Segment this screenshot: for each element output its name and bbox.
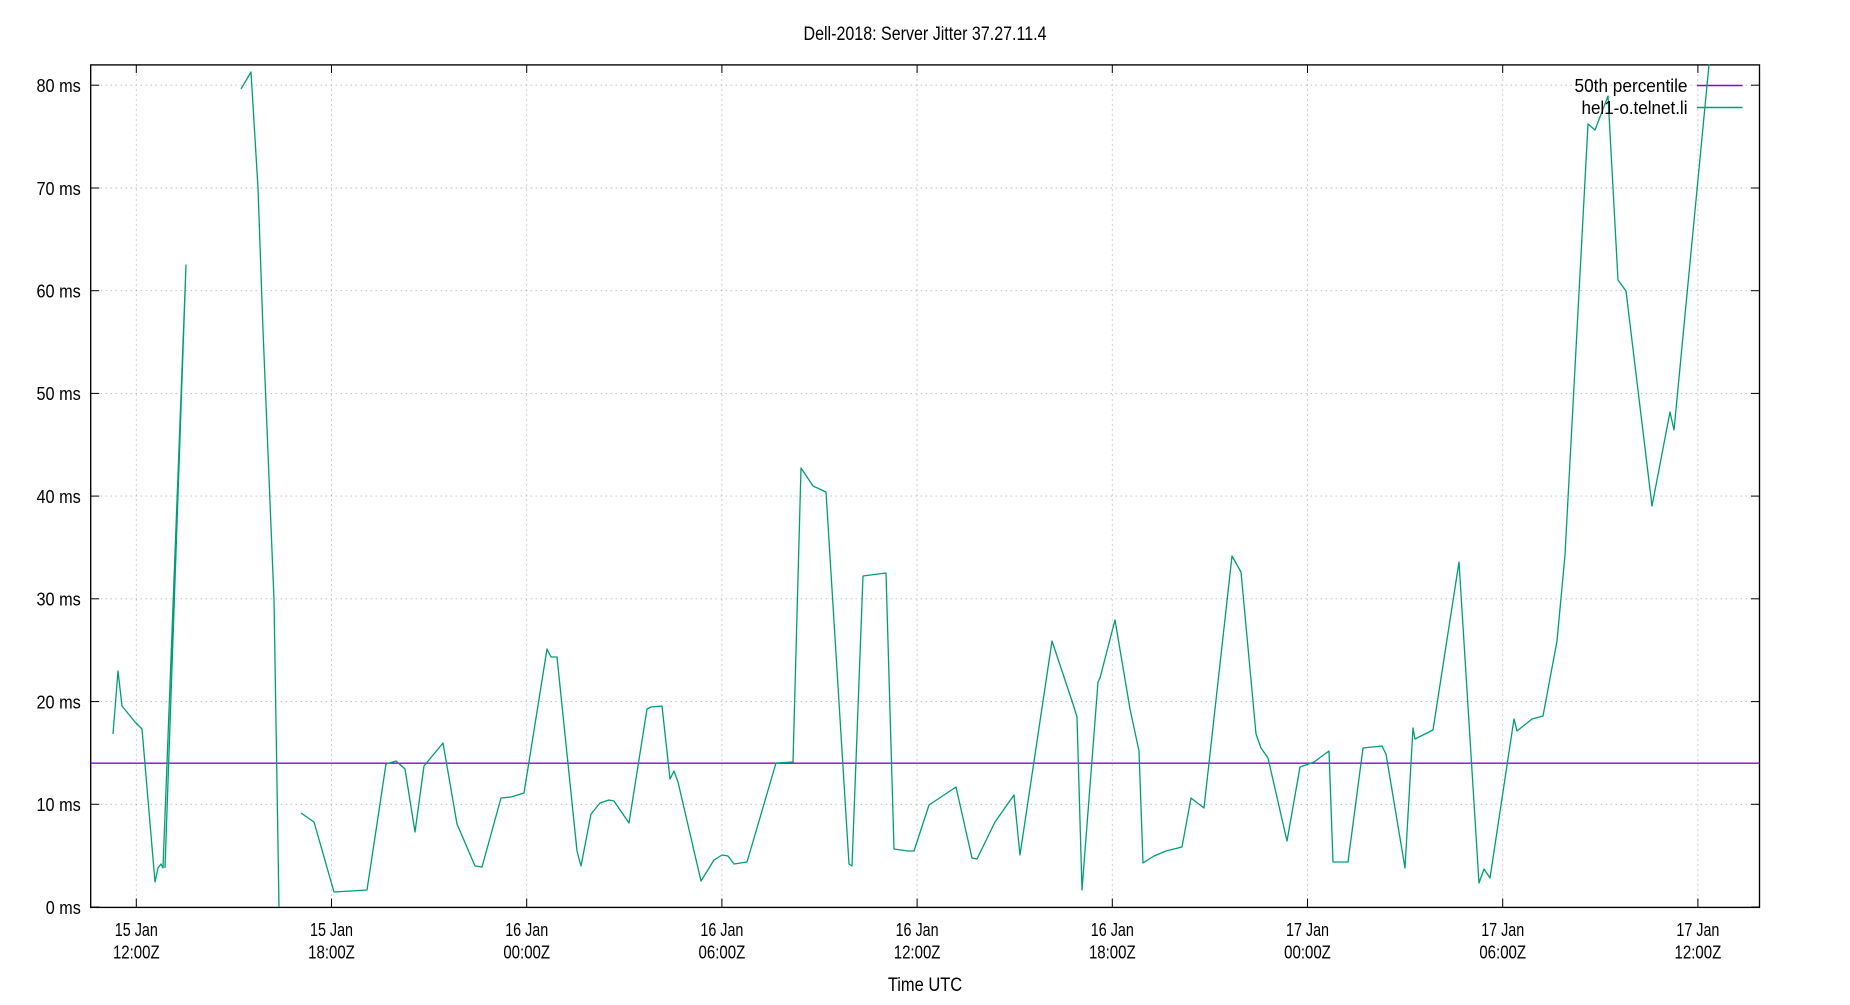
svg-text:80 ms: 80 ms: [37, 75, 81, 96]
svg-text:20 ms: 20 ms: [37, 691, 81, 712]
svg-text:00:00Z: 00:00Z: [503, 941, 550, 962]
svg-text:17 Jan: 17 Jan: [1481, 919, 1524, 940]
svg-text:70 ms: 70 ms: [37, 178, 81, 199]
svg-text:16 Jan: 16 Jan: [700, 919, 743, 940]
svg-text:50 ms: 50 ms: [37, 383, 81, 404]
svg-text:16 Jan: 16 Jan: [505, 919, 548, 940]
svg-text:10 ms: 10 ms: [37, 794, 81, 815]
svg-text:Dell-2018: Server Jitter 37.27: Dell-2018: Server Jitter 37.27.11.4: [804, 24, 1047, 45]
svg-text:12:00Z: 12:00Z: [894, 941, 941, 962]
svg-text:12:00Z: 12:00Z: [1675, 941, 1722, 962]
svg-text:Time UTC: Time UTC: [888, 975, 962, 996]
svg-text:30 ms: 30 ms: [37, 589, 81, 610]
svg-text:12:00Z: 12:00Z: [113, 941, 160, 962]
svg-text:17 Jan: 17 Jan: [1676, 919, 1719, 940]
svg-text:60 ms: 60 ms: [37, 281, 81, 302]
svg-text:18:00Z: 18:00Z: [308, 941, 355, 962]
svg-text:00:00Z: 00:00Z: [1284, 941, 1331, 962]
svg-text:16 Jan: 16 Jan: [896, 919, 939, 940]
svg-text:17 Jan: 17 Jan: [1286, 919, 1329, 940]
svg-text:06:00Z: 06:00Z: [699, 941, 746, 962]
svg-text:06:00Z: 06:00Z: [1479, 941, 1526, 962]
svg-text:50th percentile: 50th percentile: [1575, 75, 1688, 96]
svg-text:15 Jan: 15 Jan: [310, 919, 353, 940]
svg-text:16 Jan: 16 Jan: [1091, 919, 1134, 940]
svg-text:15 Jan: 15 Jan: [115, 919, 158, 940]
svg-text:18:00Z: 18:00Z: [1089, 941, 1136, 962]
svg-text:0 ms: 0 ms: [46, 897, 81, 918]
svg-text:40 ms: 40 ms: [37, 486, 81, 507]
svg-text:hel1-o.telnet.li: hel1-o.telnet.li: [1582, 97, 1688, 118]
